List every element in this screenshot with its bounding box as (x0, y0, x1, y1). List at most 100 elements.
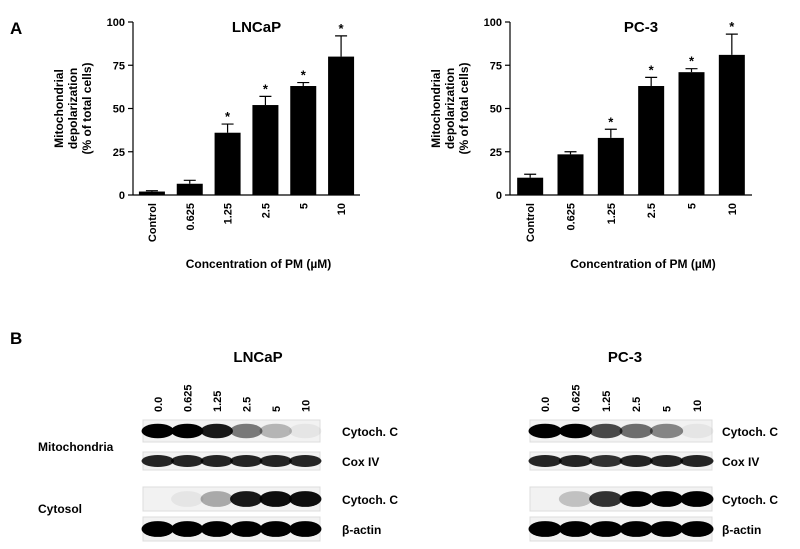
blot-band (680, 491, 714, 507)
blot-title: LNCaP (233, 349, 282, 366)
blot-band (141, 423, 174, 439)
blot-band (171, 423, 204, 439)
y-axis-label: Mitochondrial (429, 69, 443, 148)
blot-band (259, 521, 292, 537)
error-bar (183, 179, 196, 184)
error-bar (297, 81, 310, 87)
y-tick-label: 75 (490, 60, 502, 72)
significance-marker: * (339, 21, 345, 36)
error-bar (259, 95, 272, 106)
blot-band (649, 455, 684, 467)
row-label: β-actin (342, 523, 381, 537)
x-tick-label: 2.5 (646, 203, 658, 218)
error-bar (221, 123, 234, 133)
significance-marker: * (225, 109, 231, 124)
blot-band (171, 455, 204, 467)
row-label: Cytoch. C (722, 425, 778, 439)
blot-band (558, 455, 593, 467)
y-tick-label: 25 (490, 147, 502, 159)
blot-band (200, 423, 233, 439)
bar (557, 154, 584, 195)
bar (638, 86, 665, 195)
blot-band (680, 423, 714, 439)
error-bar (145, 190, 158, 192)
x-tick-label: 1.25 (223, 203, 235, 224)
blot-band (289, 521, 322, 537)
x-tick-label: Control (147, 203, 159, 242)
blot-band (558, 491, 593, 507)
blot-band (141, 521, 174, 537)
row-label: Cox IV (342, 455, 379, 469)
blot-band (259, 491, 292, 507)
lane-label: 10 (300, 400, 312, 412)
blot-band (528, 423, 562, 439)
blot-band (589, 491, 623, 507)
blot-band (200, 491, 233, 507)
blot-band (589, 521, 623, 537)
y-tick-label: 25 (113, 147, 125, 159)
significance-marker: * (263, 81, 269, 96)
lane-label: 0.0 (540, 397, 552, 412)
blot-band (619, 521, 653, 537)
blot-band (289, 455, 322, 467)
bar (176, 183, 203, 195)
error-bar (685, 68, 698, 73)
x-tick-label: 5 (298, 203, 310, 209)
significance-marker: * (729, 19, 735, 34)
y-axis-label: (% of total cells) (80, 62, 94, 154)
blot-band (589, 423, 623, 439)
blot-band (649, 521, 684, 537)
significance-marker: * (301, 68, 307, 83)
bar (678, 72, 705, 195)
x-tick-label: 2.5 (260, 203, 272, 218)
significance-marker: * (649, 62, 655, 77)
group-label: Cytosol (38, 502, 82, 516)
y-axis-label: (% of total cells) (457, 62, 471, 154)
blot-band (230, 491, 263, 507)
y-axis-label: depolarization (443, 68, 457, 149)
lane-label: 2.5 (241, 397, 253, 412)
lane-label: 0.625 (182, 384, 194, 412)
x-axis-label: Concentration of PM (µM) (186, 257, 332, 271)
blot-band (680, 455, 714, 467)
lane-label: 2.5 (631, 397, 643, 412)
lane-label: 0.0 (153, 397, 165, 412)
blot-band (141, 455, 174, 467)
error-bar (645, 76, 658, 87)
bar (517, 177, 544, 195)
blot-title: PC-3 (608, 349, 642, 366)
y-axis-label: depolarization (66, 68, 80, 149)
lane-label: 1.25 (212, 391, 224, 412)
blot-band (289, 491, 322, 507)
error-bar (524, 173, 537, 178)
blot-band (649, 423, 684, 439)
blot-band (619, 423, 653, 439)
y-tick-label: 75 (113, 60, 125, 72)
blot-band (528, 455, 562, 467)
blot-band (230, 423, 263, 439)
blot-band (259, 455, 292, 467)
x-tick-label: 0.625 (566, 203, 578, 231)
y-axis-label: Mitochondrial (52, 69, 66, 148)
bar (328, 56, 355, 195)
lane-label: 0.625 (571, 384, 583, 412)
group-label: Mitochondria (38, 440, 114, 454)
blot-band (171, 491, 204, 507)
blot-band (528, 521, 562, 537)
error-bar (604, 128, 617, 138)
error-bar (335, 35, 348, 57)
chart-title: PC-3 (624, 19, 658, 36)
row-label: Cytoch. C (722, 493, 778, 507)
blot-band (680, 521, 714, 537)
lane-label: 5 (662, 406, 674, 412)
y-tick-label: 50 (490, 104, 502, 116)
x-axis-label: Concentration of PM (µM) (570, 257, 716, 271)
bar (214, 132, 241, 195)
blot-band (619, 455, 653, 467)
blot-band (259, 423, 292, 439)
lane-label: 5 (271, 406, 283, 412)
y-tick-label: 100 (107, 17, 125, 29)
bar (252, 105, 279, 195)
row-label: Cox IV (722, 455, 759, 469)
blot-band (200, 455, 233, 467)
